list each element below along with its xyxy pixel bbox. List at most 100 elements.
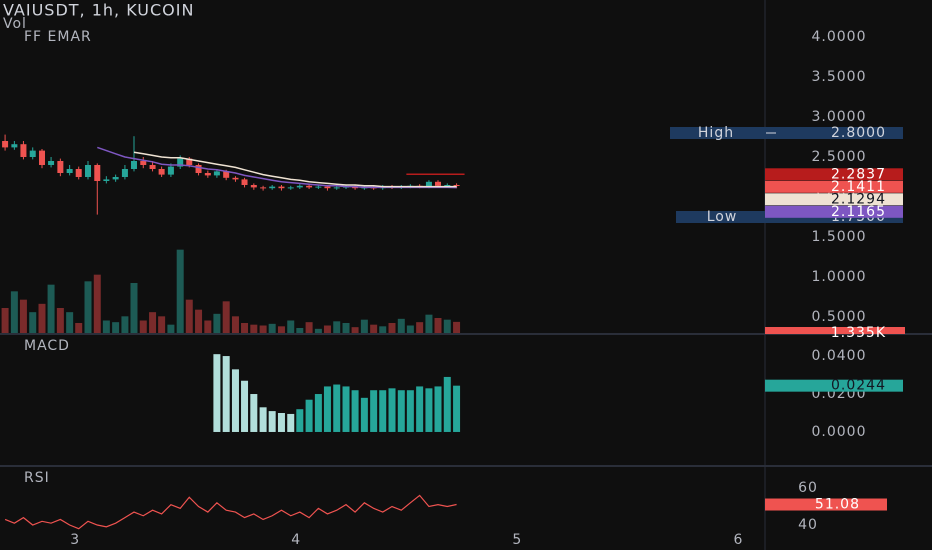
volume-bar — [268, 323, 276, 333]
volume-bar — [443, 319, 451, 333]
price-mark-value: 2.8000 — [831, 125, 886, 141]
price-label-box — [765, 180, 903, 193]
volume-bar — [406, 325, 414, 333]
candle-body — [287, 187, 294, 189]
volume-bar — [139, 320, 147, 333]
candle-body — [434, 181, 441, 186]
candle-body — [130, 161, 137, 169]
volume-bar — [222, 301, 230, 333]
volume-bar — [241, 323, 249, 333]
macd-bar — [222, 356, 230, 432]
volume-bar — [213, 313, 221, 333]
volume-bar — [342, 323, 350, 333]
candle-body — [260, 187, 267, 189]
price-label: 2.1294 — [831, 191, 886, 207]
candle-body — [48, 161, 55, 165]
y-tick-label: 40 — [798, 517, 818, 533]
price-label-box — [765, 205, 903, 218]
candle-body — [453, 185, 460, 186]
macd-label-box — [765, 379, 903, 392]
macd-bar — [241, 380, 249, 432]
volume-bar — [185, 299, 193, 333]
candle-body — [20, 144, 27, 157]
volume-bar — [167, 324, 175, 333]
candle-body — [241, 179, 248, 185]
macd-bar — [314, 394, 322, 432]
volume-bar — [259, 325, 267, 333]
y-tick-label: 4.0000 — [812, 29, 867, 45]
candle-body — [177, 158, 184, 167]
price-label-box — [765, 193, 903, 206]
x-tick-label: 5 — [512, 532, 522, 548]
indicator-legend: FF EMAR — [24, 29, 92, 45]
macd-bar — [351, 390, 359, 432]
volume-legend: Vol — [3, 16, 27, 32]
candle-body — [103, 179, 110, 181]
volume-bar — [453, 321, 461, 333]
volume-bar — [29, 312, 37, 333]
candle-body — [149, 165, 156, 169]
candle-body — [250, 185, 257, 188]
rsi-line — [4, 494, 457, 530]
volume-bar — [93, 274, 101, 333]
macd-label: 0.0244 — [831, 378, 886, 394]
candle-body — [167, 166, 174, 175]
volume-bar — [56, 308, 64, 333]
y-tick-label: 3.0000 — [812, 109, 867, 125]
volume-bar — [176, 249, 184, 333]
y-tick-label: 1.5000 — [812, 229, 867, 245]
volume-bar — [10, 291, 18, 333]
chart-title: VAIUSDT, 1h, KUCOIN — [3, 1, 194, 20]
macd-bar — [268, 411, 276, 432]
candle-body — [66, 169, 73, 173]
volume-bar — [158, 316, 166, 333]
rsi-label: 51.08 — [815, 497, 860, 513]
volume-bar — [287, 320, 295, 333]
macd-bar — [287, 413, 295, 432]
macd-bar — [333, 384, 341, 432]
macd-bar — [379, 390, 387, 432]
candle-body — [57, 161, 64, 173]
macd-bar — [296, 409, 304, 432]
candle-body — [112, 177, 119, 180]
candle-body — [121, 169, 128, 177]
volume-bar — [47, 284, 55, 333]
y-tick-label: 1.0000 — [812, 269, 867, 285]
macd-bar — [305, 399, 313, 432]
y-tick-label: 0.0400 — [812, 348, 867, 364]
volume-label: 1.335K — [831, 325, 886, 341]
candle-body — [84, 165, 91, 177]
price-mark-name: Low — [707, 209, 738, 225]
price-label: 2.2837 — [831, 166, 886, 182]
volume-bar — [19, 299, 27, 333]
rsi-legend: RSI — [24, 470, 50, 486]
volume-bar — [66, 312, 74, 333]
volume-bar — [333, 321, 341, 333]
volume-bar — [38, 303, 46, 333]
volume-bar — [84, 281, 92, 333]
macd-bar — [231, 369, 239, 432]
volume-bar — [231, 316, 239, 333]
volume-bar — [250, 324, 258, 333]
candle-body — [94, 165, 101, 181]
macd-bar — [277, 413, 285, 432]
y-tick-label: 60 — [798, 480, 818, 496]
volume-bar — [416, 322, 424, 333]
x-tick-label: 3 — [70, 532, 80, 548]
volume-bar — [360, 319, 368, 333]
volume-bar — [130, 283, 138, 333]
volume-bar — [434, 318, 442, 333]
ema-line — [133, 151, 457, 188]
volume-bar — [149, 312, 157, 333]
y-tick-label: 0.0000 — [812, 424, 867, 440]
volume-bar — [277, 326, 285, 333]
price-label-box — [765, 168, 903, 181]
macd-bar — [406, 390, 414, 432]
candle-body — [296, 185, 303, 188]
candle-body — [269, 186, 276, 189]
candle-body — [278, 186, 285, 189]
volume-label-box — [765, 327, 905, 334]
macd-bar — [323, 386, 331, 432]
